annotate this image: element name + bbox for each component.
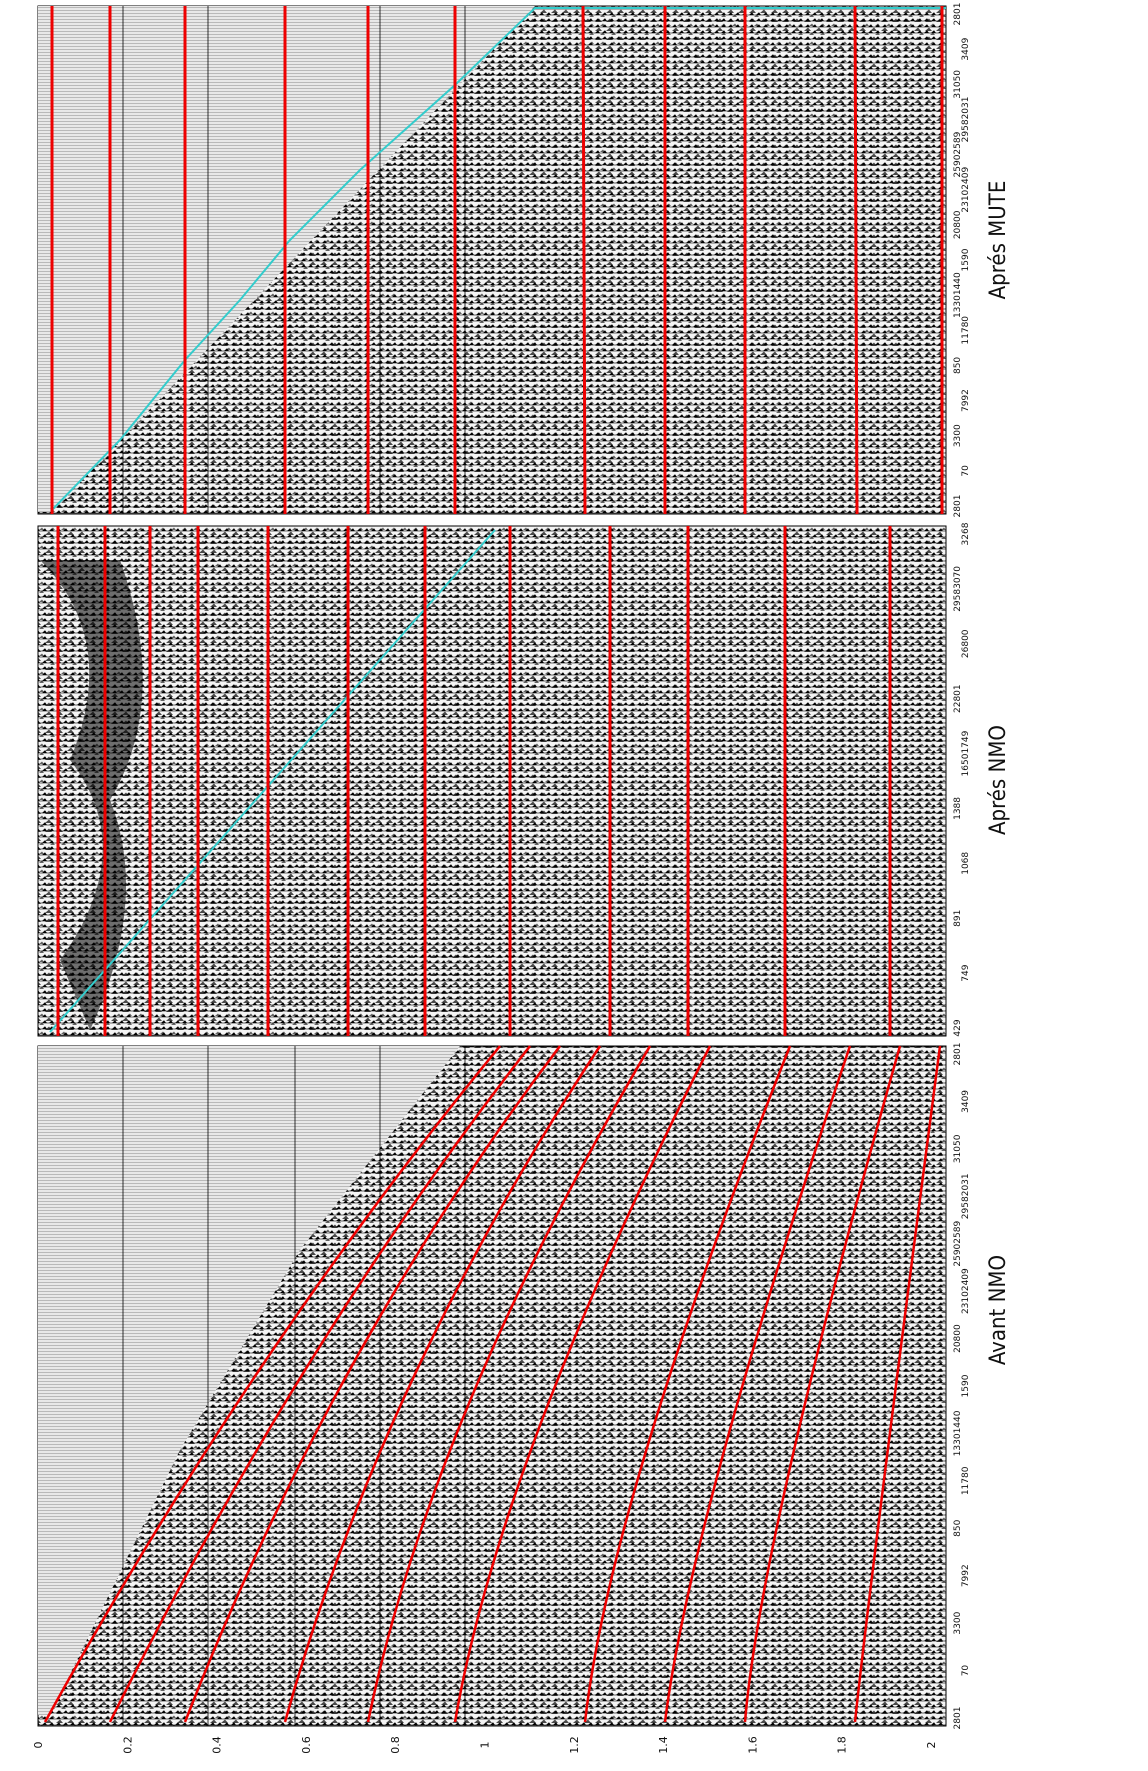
offset-label: 29583070 [953, 566, 963, 612]
offset-label: 23102409 [961, 167, 971, 213]
offset-label: 29582031 [961, 97, 971, 143]
offset-label: 429 [953, 1019, 963, 1036]
offset-label: 3268 [961, 522, 971, 545]
offset-label: 16501749 [961, 730, 971, 776]
time-label: 1.2 [568, 1736, 581, 1754]
offset-label: 1068 [961, 852, 971, 875]
offset-label: 22801 [953, 684, 963, 713]
offset-label: 20800 [953, 210, 963, 239]
time-label: 2 [925, 1742, 938, 1749]
offset-label: 2801 [953, 495, 963, 518]
time-label: 0.8 [389, 1736, 402, 1754]
offset-label: 13301440 [953, 272, 963, 318]
offset-label: 2801 [953, 1707, 963, 1730]
offset-label: 29582031 [961, 1173, 971, 1219]
offset-label: 749 [961, 964, 971, 981]
labels: Aprés MUTE280170330079928501178013301440… [32, 3, 1011, 1754]
time-label: 1 [479, 1742, 492, 1749]
panel-nmo [37, 525, 947, 1037]
time-label: 1.8 [836, 1736, 849, 1754]
offset-label: 31050 [953, 1134, 963, 1163]
panel-title: Aprés NMO [986, 725, 1011, 835]
offset-label: 7992 [961, 389, 971, 412]
panel-avant [37, 1045, 947, 1727]
offset-label: 850 [953, 1519, 963, 1536]
offset-label: 11780 [961, 316, 971, 345]
offset-label: 1388 [953, 797, 963, 820]
offset-label: 26800 [961, 629, 971, 658]
time-label: 1.6 [746, 1736, 759, 1754]
offset-label: 3300 [953, 424, 963, 447]
panel-mute [37, 5, 947, 515]
offset-label: 20800 [953, 1324, 963, 1353]
time-label: 0.6 [300, 1736, 313, 1754]
offset-label: 70 [961, 465, 971, 477]
offset-label: 2801 [953, 3, 963, 26]
offset-label: 891 [953, 910, 963, 927]
offset-label: 2801 [953, 1043, 963, 1066]
offset-label: 13301440 [953, 1410, 963, 1456]
offset-label: 25902589 [953, 1221, 963, 1267]
time-label: 0 [32, 1742, 45, 1749]
offset-label: 3409 [961, 37, 971, 60]
panel-title: Aprés MUTE [986, 181, 1011, 300]
offset-label: 23102409 [961, 1268, 971, 1314]
offset-label: 3409 [961, 1090, 971, 1113]
offset-label: 850 [953, 357, 963, 374]
offset-label: 1590 [961, 1374, 971, 1397]
offset-label: 1590 [961, 248, 971, 271]
offset-label: 3300 [953, 1611, 963, 1634]
offset-label: 11780 [961, 1466, 971, 1495]
time-label: 0.2 [121, 1736, 134, 1754]
time-label: 0.4 [211, 1736, 224, 1754]
offset-label: 31050 [953, 70, 963, 99]
offset-label: 25902589 [953, 131, 963, 177]
panel-title: Avant NMO [986, 1255, 1011, 1365]
offset-label: 7992 [961, 1564, 971, 1587]
time-label: 1.4 [657, 1736, 670, 1754]
offset-label: 70 [961, 1665, 971, 1677]
